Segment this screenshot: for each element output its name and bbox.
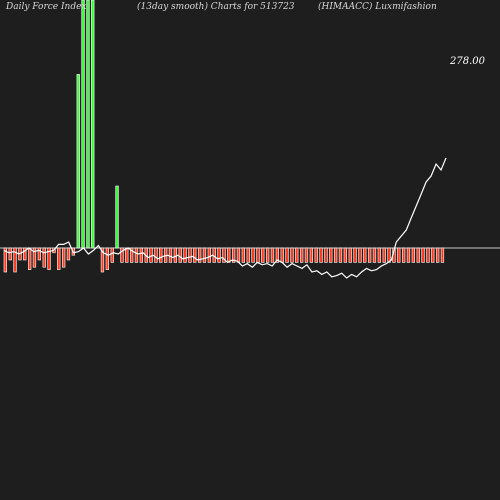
force-bar [37,247,42,261]
force-bar [397,247,401,263]
force-bar [32,247,37,268]
force-bar [8,247,12,261]
force-bar [227,247,231,263]
force-bar [105,247,110,270]
last-value-label: 278.00 [450,56,485,67]
force-bar [265,247,270,263]
force-bar [256,247,260,263]
force-bar [168,247,173,263]
force-bar [13,247,17,273]
force-index-line [3,157,447,279]
force-bar [198,247,202,263]
force-bar [134,247,139,263]
force-bar [120,247,124,263]
force-bar [324,247,328,263]
force-bar [367,247,372,263]
force-bar [159,247,163,263]
chart-title-right: (HIMAACC) Luxmifashion [318,2,437,12]
force-bar [333,247,338,263]
force-bar [440,247,445,263]
force-bar [66,247,71,261]
force-bar [246,247,250,263]
chart-title-middle: (13day smooth) Charts for 513723 [137,2,295,12]
force-bar [314,247,318,263]
force-bar [411,247,416,263]
force-bar [304,247,309,263]
force-bar [435,247,440,263]
force-bar [61,247,66,268]
force-bar [193,247,197,263]
force-bar [353,247,357,263]
force-bar [178,247,182,263]
force-bar [299,247,304,263]
force-bar [154,247,158,263]
force-bar [387,247,391,263]
force-bar [139,247,144,263]
force-bar [251,247,255,263]
force-bar [236,247,241,263]
force-bar [382,247,386,263]
chart-title-left: Daily Force Index [6,2,87,12]
force-bar [338,247,343,263]
force-bar [91,0,95,249]
force-bar [348,247,352,263]
force-bar [401,247,406,263]
force-bar [416,247,420,263]
force-bar [100,247,105,273]
force-bar [309,247,314,263]
force-bar [57,247,61,270]
force-bar [406,247,411,263]
force-bar [275,247,280,263]
force-bar [173,247,178,263]
force-bar [23,247,27,261]
force-bar [207,247,212,263]
force-bar [27,247,32,270]
force-bar [343,247,348,263]
force-bar [285,247,289,263]
force-bar [222,247,226,263]
force-bar [188,247,192,263]
force-bar [130,247,134,263]
force-bar [110,247,114,263]
force-bar [377,247,382,263]
force-bar [431,247,435,263]
force-bar [261,247,265,263]
force-bar [86,0,90,249]
force-bar [202,247,207,263]
force-bar [76,74,80,249]
force-bar [232,247,236,263]
force-bar [217,247,221,263]
force-bar [363,247,367,263]
force-bar [125,247,129,263]
force-bar [290,247,294,263]
force-bar [358,247,362,263]
force-bar [372,247,377,263]
force-bar [241,247,246,263]
force-bar [426,247,430,263]
force-bar [47,247,51,270]
force-bar [421,247,425,263]
force-bar [81,0,85,249]
force-bar [319,247,323,263]
force-bar [329,247,333,263]
force-bar [115,185,119,249]
force-bar [42,247,46,268]
force-bar [295,247,299,263]
force-bar [270,247,275,263]
force-bar [280,247,284,263]
force-bar [183,247,187,263]
force-bar [3,247,8,273]
